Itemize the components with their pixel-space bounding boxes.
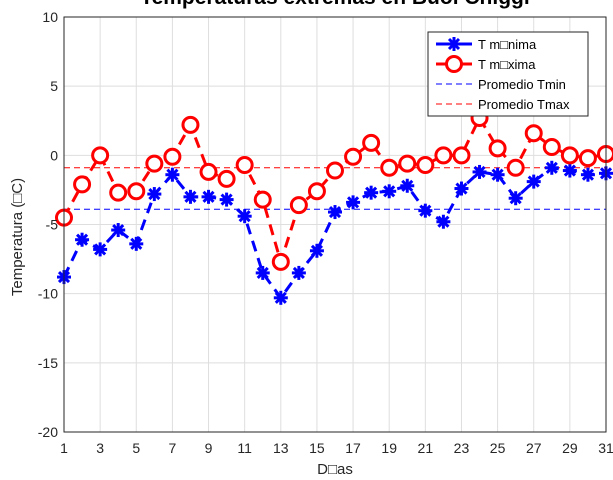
data-point xyxy=(147,187,162,202)
x-tick-label: 29 xyxy=(562,440,578,456)
legend: T m□nima T m□xima Promedio Tmin Promedio Tm… xyxy=(427,31,589,117)
data-point xyxy=(309,243,324,258)
x-tick-label: 13 xyxy=(273,440,289,456)
data-point xyxy=(344,147,363,166)
data-point xyxy=(271,252,290,271)
data-point xyxy=(237,209,252,224)
data-point xyxy=(490,167,505,182)
data-point xyxy=(326,161,344,180)
data-point xyxy=(418,203,433,218)
x-tick-label: 23 xyxy=(454,440,470,456)
data-point xyxy=(165,167,180,182)
y-tick-label: -20 xyxy=(38,424,58,440)
x-tick-label: 7 xyxy=(169,440,177,456)
legend-label: Promedio Tmin xyxy=(478,77,566,92)
data-point xyxy=(346,195,361,210)
data-point xyxy=(307,182,326,201)
x-tick-label: 21 xyxy=(418,440,434,456)
x-tick-label: 3 xyxy=(96,440,104,456)
chart-title: Temperaturas extremas en Buol Chiggi xyxy=(140,0,529,9)
data-point xyxy=(508,191,523,206)
data-point xyxy=(291,265,306,280)
data-point xyxy=(398,154,417,173)
y-tick-label: 5 xyxy=(50,78,58,94)
data-point xyxy=(75,232,90,247)
legend-marker xyxy=(445,55,463,73)
data-point xyxy=(328,205,342,220)
data-point xyxy=(199,162,218,181)
data-point xyxy=(382,184,397,199)
series-circle xyxy=(55,108,613,271)
data-point xyxy=(560,146,579,165)
plot-area xyxy=(63,16,607,433)
data-point xyxy=(526,174,541,189)
y-axis-label: Temperatura (□C) xyxy=(9,178,26,296)
legend-label: Promedio Tmax xyxy=(478,97,570,112)
legend-item: T m□nima xyxy=(436,37,537,52)
data-point xyxy=(454,181,469,196)
series-line xyxy=(62,166,607,301)
data-point xyxy=(289,196,308,215)
data-point xyxy=(400,178,415,193)
x-tick-label: 17 xyxy=(345,440,361,456)
legend-label: T m□xima xyxy=(478,57,536,72)
data-point xyxy=(73,175,92,194)
data-point xyxy=(580,167,595,182)
x-tick-label: 19 xyxy=(381,440,397,456)
legend-label: T m□nima xyxy=(478,37,537,52)
y-tick-label: 10 xyxy=(42,9,58,25)
x-tick-label: 5 xyxy=(132,440,140,456)
data-point xyxy=(93,242,108,257)
data-point xyxy=(380,158,399,177)
x-tick-label: 15 xyxy=(309,440,325,456)
data-point xyxy=(219,192,234,207)
y-tick-label: -5 xyxy=(46,217,59,233)
x-tick-label: 25 xyxy=(490,440,506,456)
data-point xyxy=(111,223,126,238)
series-asterisk xyxy=(57,160,613,305)
y-tick-label: -15 xyxy=(38,355,58,371)
x-tick-label: 1 xyxy=(60,440,68,456)
data-point xyxy=(436,214,451,229)
data-point xyxy=(562,163,577,178)
data-point xyxy=(544,160,559,175)
data-point xyxy=(145,154,164,173)
x-axis-label: D□as xyxy=(317,461,353,478)
data-point xyxy=(217,169,236,188)
data-point xyxy=(542,138,561,157)
data-point xyxy=(488,139,507,158)
data-point xyxy=(183,189,198,204)
data-point xyxy=(362,133,381,152)
data-point xyxy=(181,115,200,134)
legend-item: Promedio Tmax xyxy=(436,97,570,112)
data-point xyxy=(452,146,471,165)
x-tick-label: 9 xyxy=(205,440,213,456)
data-point xyxy=(524,124,543,143)
x-tick-label: 11 xyxy=(237,440,252,456)
data-point xyxy=(91,146,110,165)
data-point xyxy=(416,156,435,175)
data-point xyxy=(472,164,487,179)
data-point xyxy=(109,183,128,202)
data-point xyxy=(201,189,216,204)
data-point xyxy=(364,185,379,200)
data-point xyxy=(273,290,288,305)
data-point xyxy=(163,147,182,166)
data-point xyxy=(127,182,146,201)
data-point xyxy=(506,158,525,177)
data-point xyxy=(235,156,254,175)
x-tick-label: 27 xyxy=(526,440,542,456)
data-point xyxy=(434,146,453,165)
legend-item: T m□xima xyxy=(436,55,536,73)
data-point xyxy=(253,190,272,209)
y-tick-label: -10 xyxy=(38,286,58,302)
data-point xyxy=(129,236,144,251)
y-tick-label: 0 xyxy=(50,147,58,163)
x-tick-label: 31 xyxy=(598,440,613,456)
legend-item: Promedio Tmin xyxy=(436,77,566,92)
data-point xyxy=(255,265,270,280)
data-point xyxy=(578,149,597,168)
data-point xyxy=(447,37,461,51)
